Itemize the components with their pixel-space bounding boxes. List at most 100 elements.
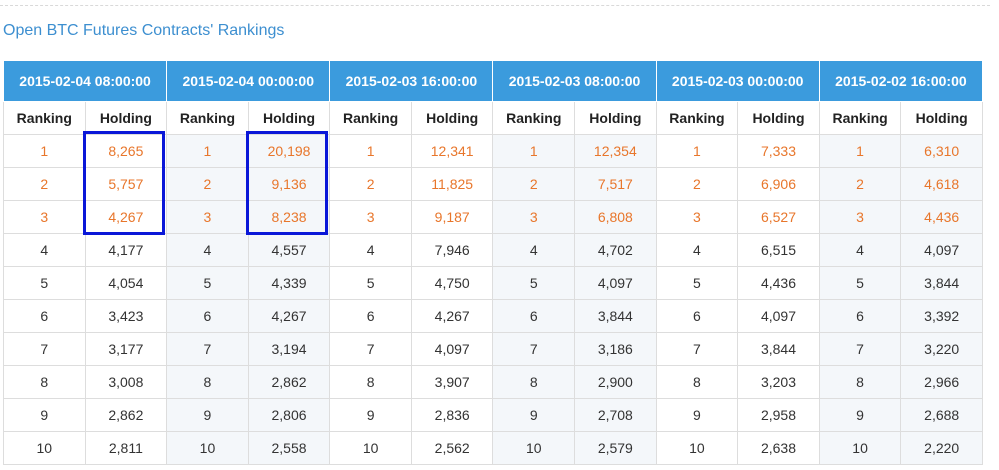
ranking-cell: 8 — [492, 365, 576, 399]
ranking-cell: 1 — [166, 134, 249, 168]
holding-cell: 12,354 — [574, 134, 657, 168]
holding-cell: 4,267 — [410, 299, 494, 333]
ranking-cell: 5 — [492, 266, 576, 300]
holding-cell: 2,900 — [574, 365, 657, 399]
ranking-cell: 2 — [492, 167, 576, 201]
holding-column-header: Holding — [84, 101, 168, 135]
ranking-cell: 5 — [166, 266, 249, 300]
holding-cell: 2,806 — [247, 398, 331, 432]
holding-cell: 2,862 — [247, 365, 331, 399]
holding-cell: 7,333 — [737, 134, 820, 168]
holding-cell: 2,220 — [900, 431, 983, 465]
holding-cell: 12,341 — [410, 134, 494, 168]
ranking-cell: 9 — [3, 398, 86, 432]
ranking-cell: 10 — [492, 431, 576, 465]
holding-cell: 2,708 — [574, 398, 657, 432]
ranking-cell: 4 — [3, 233, 86, 267]
holding-cell: 2,562 — [410, 431, 494, 465]
ranking-cell: 7 — [492, 332, 576, 366]
ranking-cell: 1 — [3, 134, 86, 168]
holding-cell: 4,097 — [737, 299, 820, 333]
table-row: 7 3,177 7 3,194 7 4,097 7 3,186 7 3,844 7 3,220 — [3, 332, 983, 366]
holding-cell: 4,177 — [84, 233, 168, 267]
ranking-cell: 5 — [818, 266, 902, 300]
table-row: 1 8,265 1 20,198 1 12,341 1 12,354 1 7,333 1 6,310 — [3, 134, 983, 168]
holding-cell: 3,844 — [900, 266, 983, 300]
ranking-cell: 4 — [492, 233, 576, 267]
ranking-column-header: Ranking — [492, 101, 576, 135]
ranking-cell: 2 — [329, 167, 412, 201]
ranking-cell: 5 — [655, 266, 739, 300]
ranking-cell: 6 — [329, 299, 412, 333]
period-header: 2015-02-03 16:00:00 — [329, 60, 494, 102]
holding-cell: 4,097 — [900, 233, 983, 267]
holding-cell: 4,557 — [247, 233, 331, 267]
ranking-cell: 9 — [166, 398, 249, 432]
holding-cell: 2,688 — [900, 398, 983, 432]
holding-cell: 2,836 — [410, 398, 494, 432]
ranking-cell: 6 — [818, 299, 902, 333]
ranking-cell: 4 — [818, 233, 902, 267]
holding-column-header: Holding — [900, 101, 983, 135]
holding-cell: 4,097 — [410, 332, 494, 366]
period-header: 2015-02-03 08:00:00 — [492, 60, 657, 102]
holding-cell: 3,844 — [574, 299, 657, 333]
holding-cell: 8,238 — [247, 200, 331, 234]
holding-column-header: Holding — [574, 101, 657, 135]
holding-cell: 2,862 — [84, 398, 168, 432]
holding-cell: 3,220 — [900, 332, 983, 366]
ranking-cell: 1 — [492, 134, 576, 168]
ranking-column-header: Ranking — [166, 101, 249, 135]
holding-cell: 3,186 — [574, 332, 657, 366]
ranking-cell: 3 — [3, 200, 86, 234]
ranking-cell: 1 — [329, 134, 412, 168]
ranking-cell: 7 — [329, 332, 412, 366]
ranking-cell: 3 — [329, 200, 412, 234]
ranking-cell: 10 — [3, 431, 86, 465]
rankings-table-body: 1 8,265 1 20,198 1 12,341 1 12,354 1 7,333 1 6,310 2… — [3, 134, 983, 465]
ranking-cell: 2 — [818, 167, 902, 201]
ranking-cell: 7 — [166, 332, 249, 366]
ranking-cell: 9 — [655, 398, 739, 432]
table-row: 9 2,862 9 2,806 9 2,836 9 2,708 9 2,958 9 2,688 — [3, 398, 983, 432]
holding-cell: 4,436 — [737, 266, 820, 300]
ranking-cell: 10 — [329, 431, 412, 465]
ranking-cell: 2 — [166, 167, 249, 201]
ranking-cell: 6 — [492, 299, 576, 333]
period-header: 2015-02-04 00:00:00 — [166, 60, 331, 102]
ranking-cell: 5 — [3, 266, 86, 300]
holding-cell: 4,702 — [574, 233, 657, 267]
holding-cell: 3,194 — [247, 332, 331, 366]
ranking-cell: 10 — [818, 431, 902, 465]
holding-cell: 3,392 — [900, 299, 983, 333]
ranking-cell: 5 — [329, 266, 412, 300]
ranking-cell: 2 — [655, 167, 739, 201]
holding-cell: 2,638 — [737, 431, 820, 465]
ranking-cell: 8 — [818, 365, 902, 399]
ranking-cell: 4 — [655, 233, 739, 267]
page-title: Open BTC Futures Contracts' Rankings — [3, 22, 285, 39]
ranking-cell: 7 — [3, 332, 86, 366]
ranking-cell: 4 — [329, 233, 412, 267]
holding-cell: 8,265 — [84, 134, 168, 168]
period-header: 2015-02-04 08:00:00 — [2, 60, 168, 102]
holding-cell: 2,579 — [574, 431, 657, 465]
holding-cell: 9,187 — [410, 200, 494, 234]
table-row: 3 4,267 3 8,238 3 9,187 3 6,808 3 6,527 3 4,436 — [3, 200, 983, 234]
table-row: 4 4,177 4 4,557 4 7,946 4 4,702 4 6,515 4 4,097 — [3, 233, 983, 267]
column-header-row: Ranking Holding Ranking Holding Ranking … — [3, 101, 983, 135]
ranking-column-header: Ranking — [329, 101, 412, 135]
ranking-cell: 8 — [655, 365, 739, 399]
holding-column-header: Holding — [737, 101, 820, 135]
period-header: 2015-02-03 00:00:00 — [655, 60, 820, 102]
holding-cell: 4,267 — [247, 299, 331, 333]
holding-cell: 3,008 — [84, 365, 168, 399]
ranking-cell: 3 — [166, 200, 249, 234]
ranking-cell: 8 — [166, 365, 249, 399]
holding-cell: 11,825 — [410, 167, 494, 201]
holding-cell: 4,618 — [900, 167, 983, 201]
holding-cell: 6,527 — [737, 200, 820, 234]
table-row: 10 2,811 10 2,558 10 2,562 10 2,579 10 2,638 10 2,2… — [3, 431, 983, 465]
holding-cell: 20,198 — [247, 134, 331, 168]
ranking-cell: 10 — [166, 431, 249, 465]
